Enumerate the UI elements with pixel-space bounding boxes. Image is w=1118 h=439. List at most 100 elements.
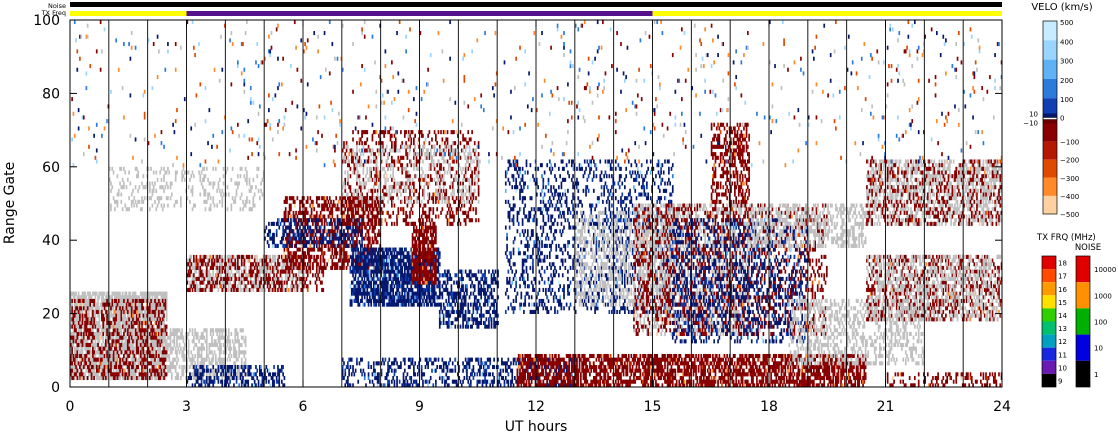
scatter-cell — [218, 361, 221, 366]
scatter-cell — [121, 357, 124, 362]
scatter-cell — [70, 298, 72, 303]
scatter-cell — [330, 221, 332, 226]
scatter-cell — [218, 339, 221, 344]
scatter-cell — [322, 232, 325, 237]
scatter-cell — [164, 185, 167, 190]
scatter-cell — [234, 339, 237, 344]
scatter-cell — [216, 203, 218, 208]
scatter-cell — [244, 166, 247, 171]
scatter-cell — [273, 276, 275, 281]
scatter-cell — [142, 328, 145, 333]
scatter-cell — [180, 196, 182, 201]
scatter-cell — [84, 317, 86, 322]
scatter-cell — [186, 170, 189, 175]
scatter-cell — [97, 375, 99, 381]
scatter-cell — [270, 258, 273, 263]
scatter-cell — [160, 203, 163, 208]
scatter-cell — [233, 383, 235, 388]
scatter-cell — [189, 364, 191, 370]
scatter-cell — [164, 357, 167, 362]
scatter-cell — [354, 240, 357, 245]
scatter-cell — [288, 232, 291, 237]
scatter-cell — [138, 350, 141, 355]
scatter-cell — [128, 302, 130, 307]
scatter-cell — [257, 262, 260, 267]
scatter-cell — [379, 221, 382, 226]
scatter-cell — [337, 243, 340, 248]
scatter-cell — [372, 166, 375, 171]
scatter-cell — [299, 265, 301, 270]
scatter-cell — [296, 262, 299, 267]
scatter-cell — [286, 240, 288, 245]
scatter-cell — [76, 324, 79, 329]
scatter-cell — [374, 199, 376, 204]
scatter-cell — [369, 203, 371, 208]
scatter-cell — [348, 218, 350, 223]
scatter-cell — [350, 148, 353, 153]
scatter-cell — [115, 306, 117, 311]
scatter-cell — [187, 375, 190, 381]
scatter-cell — [72, 309, 75, 314]
scatter-cell — [252, 262, 255, 267]
scatter-cell — [115, 372, 117, 377]
scatter-cell — [158, 350, 160, 355]
scatter-cell — [93, 353, 95, 359]
scatter-cell — [357, 210, 360, 215]
scatter-cell — [186, 335, 189, 340]
scatter-cell — [211, 379, 213, 384]
scatter-cell — [332, 229, 335, 234]
scatter-cell — [90, 331, 93, 337]
scatter-cell — [169, 196, 172, 201]
scatter-cell — [300, 218, 303, 223]
scatter-cell — [94, 353, 97, 359]
scatter-cell — [133, 320, 136, 326]
scatter-cell — [161, 346, 164, 351]
scatter-cell — [138, 324, 141, 329]
scatter-cell — [252, 284, 255, 289]
scatter-cell — [82, 295, 85, 300]
scatter-cell — [75, 339, 77, 344]
scatter-cell — [93, 324, 95, 329]
scatter-cell — [125, 291, 128, 296]
scatter-cell — [380, 141, 383, 146]
scatter-cell — [286, 265, 288, 270]
scatter-cell — [262, 174, 265, 179]
scatter-cell — [97, 331, 99, 337]
scatter-cell — [129, 331, 132, 337]
scatter-cell — [137, 309, 139, 314]
scatter-cell — [282, 364, 284, 370]
scatter-cell — [239, 207, 242, 212]
scatter-cell — [145, 298, 147, 303]
scatter-cell — [155, 302, 158, 307]
scatter-cell — [321, 196, 323, 201]
scatter-cell — [128, 328, 130, 333]
scatter-cell — [120, 328, 123, 333]
scatter-cell — [146, 372, 149, 377]
scatter-cell — [76, 375, 79, 381]
scatter-cell — [111, 331, 114, 337]
scatter-cell — [170, 331, 173, 337]
scatter-cell — [97, 309, 99, 314]
scatter-cell — [256, 269, 259, 274]
scatter-cell — [273, 287, 275, 292]
scatter-cell — [130, 313, 133, 318]
scatter-cell — [160, 335, 163, 340]
scatter-cell — [79, 375, 81, 381]
scatter-cell — [104, 357, 107, 362]
scatter-cell — [212, 254, 215, 259]
scatter-cell — [75, 298, 77, 303]
scatter-cell — [128, 298, 130, 303]
scatter-cell — [264, 258, 266, 263]
scatter-cell — [181, 368, 184, 373]
scatter-cell — [186, 331, 189, 337]
scatter-cell — [116, 317, 119, 322]
scatter-cell — [277, 221, 279, 226]
scatter-cell — [283, 214, 286, 219]
scatter-cell — [233, 350, 235, 355]
scatter-cell — [110, 346, 112, 351]
scatter-cell — [82, 361, 85, 366]
scatter-cell — [82, 335, 85, 340]
scatter-cell — [186, 361, 189, 366]
scatter-cell — [339, 225, 341, 230]
scatter-cell — [214, 328, 217, 333]
